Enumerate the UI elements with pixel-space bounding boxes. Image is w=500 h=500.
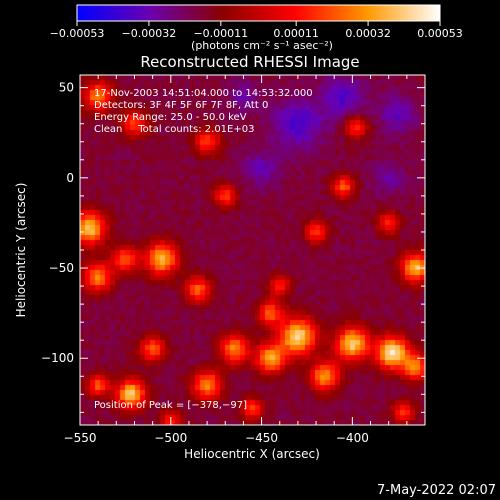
colorbar-tick-label: −0.00032	[122, 27, 177, 40]
y-axis: 50 0 −50 −100	[41, 81, 425, 413]
colorbar-tick-label: −0.00011	[193, 27, 248, 40]
x-tick-label: −400	[336, 431, 369, 445]
annotations: 17-Nov-2003 14:51:04.000 to 14:53:32.000…	[94, 88, 313, 411]
y-axis-label: Heliocentric Y (arcsec)	[14, 183, 28, 318]
x-axis: −550 −500 −450 −400	[64, 75, 426, 445]
colorbar	[76, 4, 441, 22]
x-tick-label: −450	[245, 431, 278, 445]
annotation-detectors: Detectors: 3F 4F 5F 6F 7F 8F, Att 0	[94, 100, 268, 111]
colorbar-tick-label: 0.00011	[273, 27, 319, 40]
colorbar-ticks: −0.00053 −0.00032 −0.00011 0.00011 0.00032 0.…	[50, 21, 463, 40]
colorbar-tick-label: −0.00053	[50, 27, 105, 40]
peak-position-label: Position of Peak = [−378,−97]	[94, 400, 247, 411]
y-tick-label: 50	[59, 81, 74, 95]
colorbar-tick-label: 0.00032	[345, 27, 391, 40]
chart-title: Reconstructed RHESSI Image	[140, 53, 359, 71]
x-axis-label: Heliocentric X (arcsec)	[184, 447, 320, 461]
annotation-energy: Energy Range: 25.0 - 50.0 keV	[94, 112, 247, 123]
y-tick-label: 0	[66, 171, 74, 185]
colorbar-units: (photons cm⁻² s⁻¹ asec⁻²)	[191, 39, 333, 52]
x-tick-label: −500	[154, 431, 187, 445]
y-tick-label: −100	[41, 351, 74, 365]
colorbar-tick-label: 0.00053	[417, 27, 463, 40]
footer-date: 7-May-2022 02:07	[377, 483, 496, 498]
annotation-clean: Clean Total counts: 2.01E+03	[94, 124, 254, 135]
x-tick-label: −550	[64, 431, 97, 445]
y-tick-label: −50	[49, 261, 74, 275]
heatmap-image	[80, 75, 425, 425]
annotation-time: 17-Nov-2003 14:51:04.000 to 14:53:32.000	[94, 88, 313, 99]
